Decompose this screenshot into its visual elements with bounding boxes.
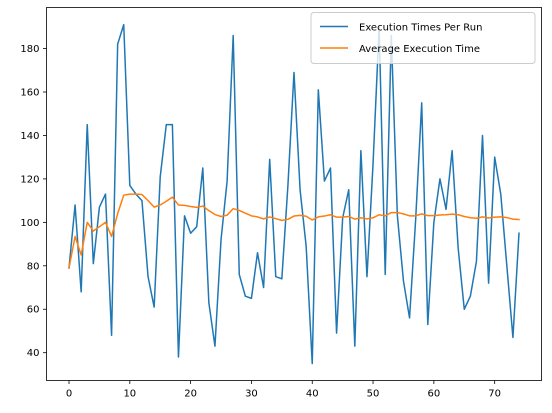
- legend-box: [310, 12, 536, 64]
- axes-frame: [46, 7, 542, 381]
- y-tick-label: 140: [20, 131, 39, 142]
- series-line-execution-times: [68, 23, 520, 365]
- y-tick-label: 160: [20, 88, 39, 99]
- x-tick-label: 20: [184, 389, 197, 400]
- x-tick-label: 30: [245, 389, 258, 400]
- y-tick-label: 120: [20, 174, 39, 185]
- y-tick-label: 40: [27, 348, 40, 359]
- series-line-average-execution: [68, 193, 520, 269]
- x-tick-label: 70: [488, 389, 501, 400]
- plot-layer: [68, 23, 520, 365]
- x-tick-label: 50: [367, 389, 380, 400]
- x-tick-label: 10: [123, 389, 136, 400]
- x-tick-label: 60: [427, 389, 440, 400]
- y-tick-label: 100: [20, 218, 39, 229]
- y-tick-label: 80: [27, 261, 40, 272]
- y-tick-label: 60: [27, 305, 40, 316]
- ticks-layer: 0 10 20 30 40 50 60 70 40 60 80 100 120 140 160 180: [20, 44, 501, 399]
- legend-label-execution-times: Execution Times Per Run: [359, 23, 482, 34]
- y-tick-label: 180: [20, 44, 39, 55]
- legend-label-average-execution: Average Execution Time: [359, 44, 480, 55]
- x-tick-label: 0: [66, 389, 72, 400]
- x-tick-label: 40: [306, 389, 319, 400]
- legend: Execution Times Per Run Average Executio…: [310, 12, 536, 64]
